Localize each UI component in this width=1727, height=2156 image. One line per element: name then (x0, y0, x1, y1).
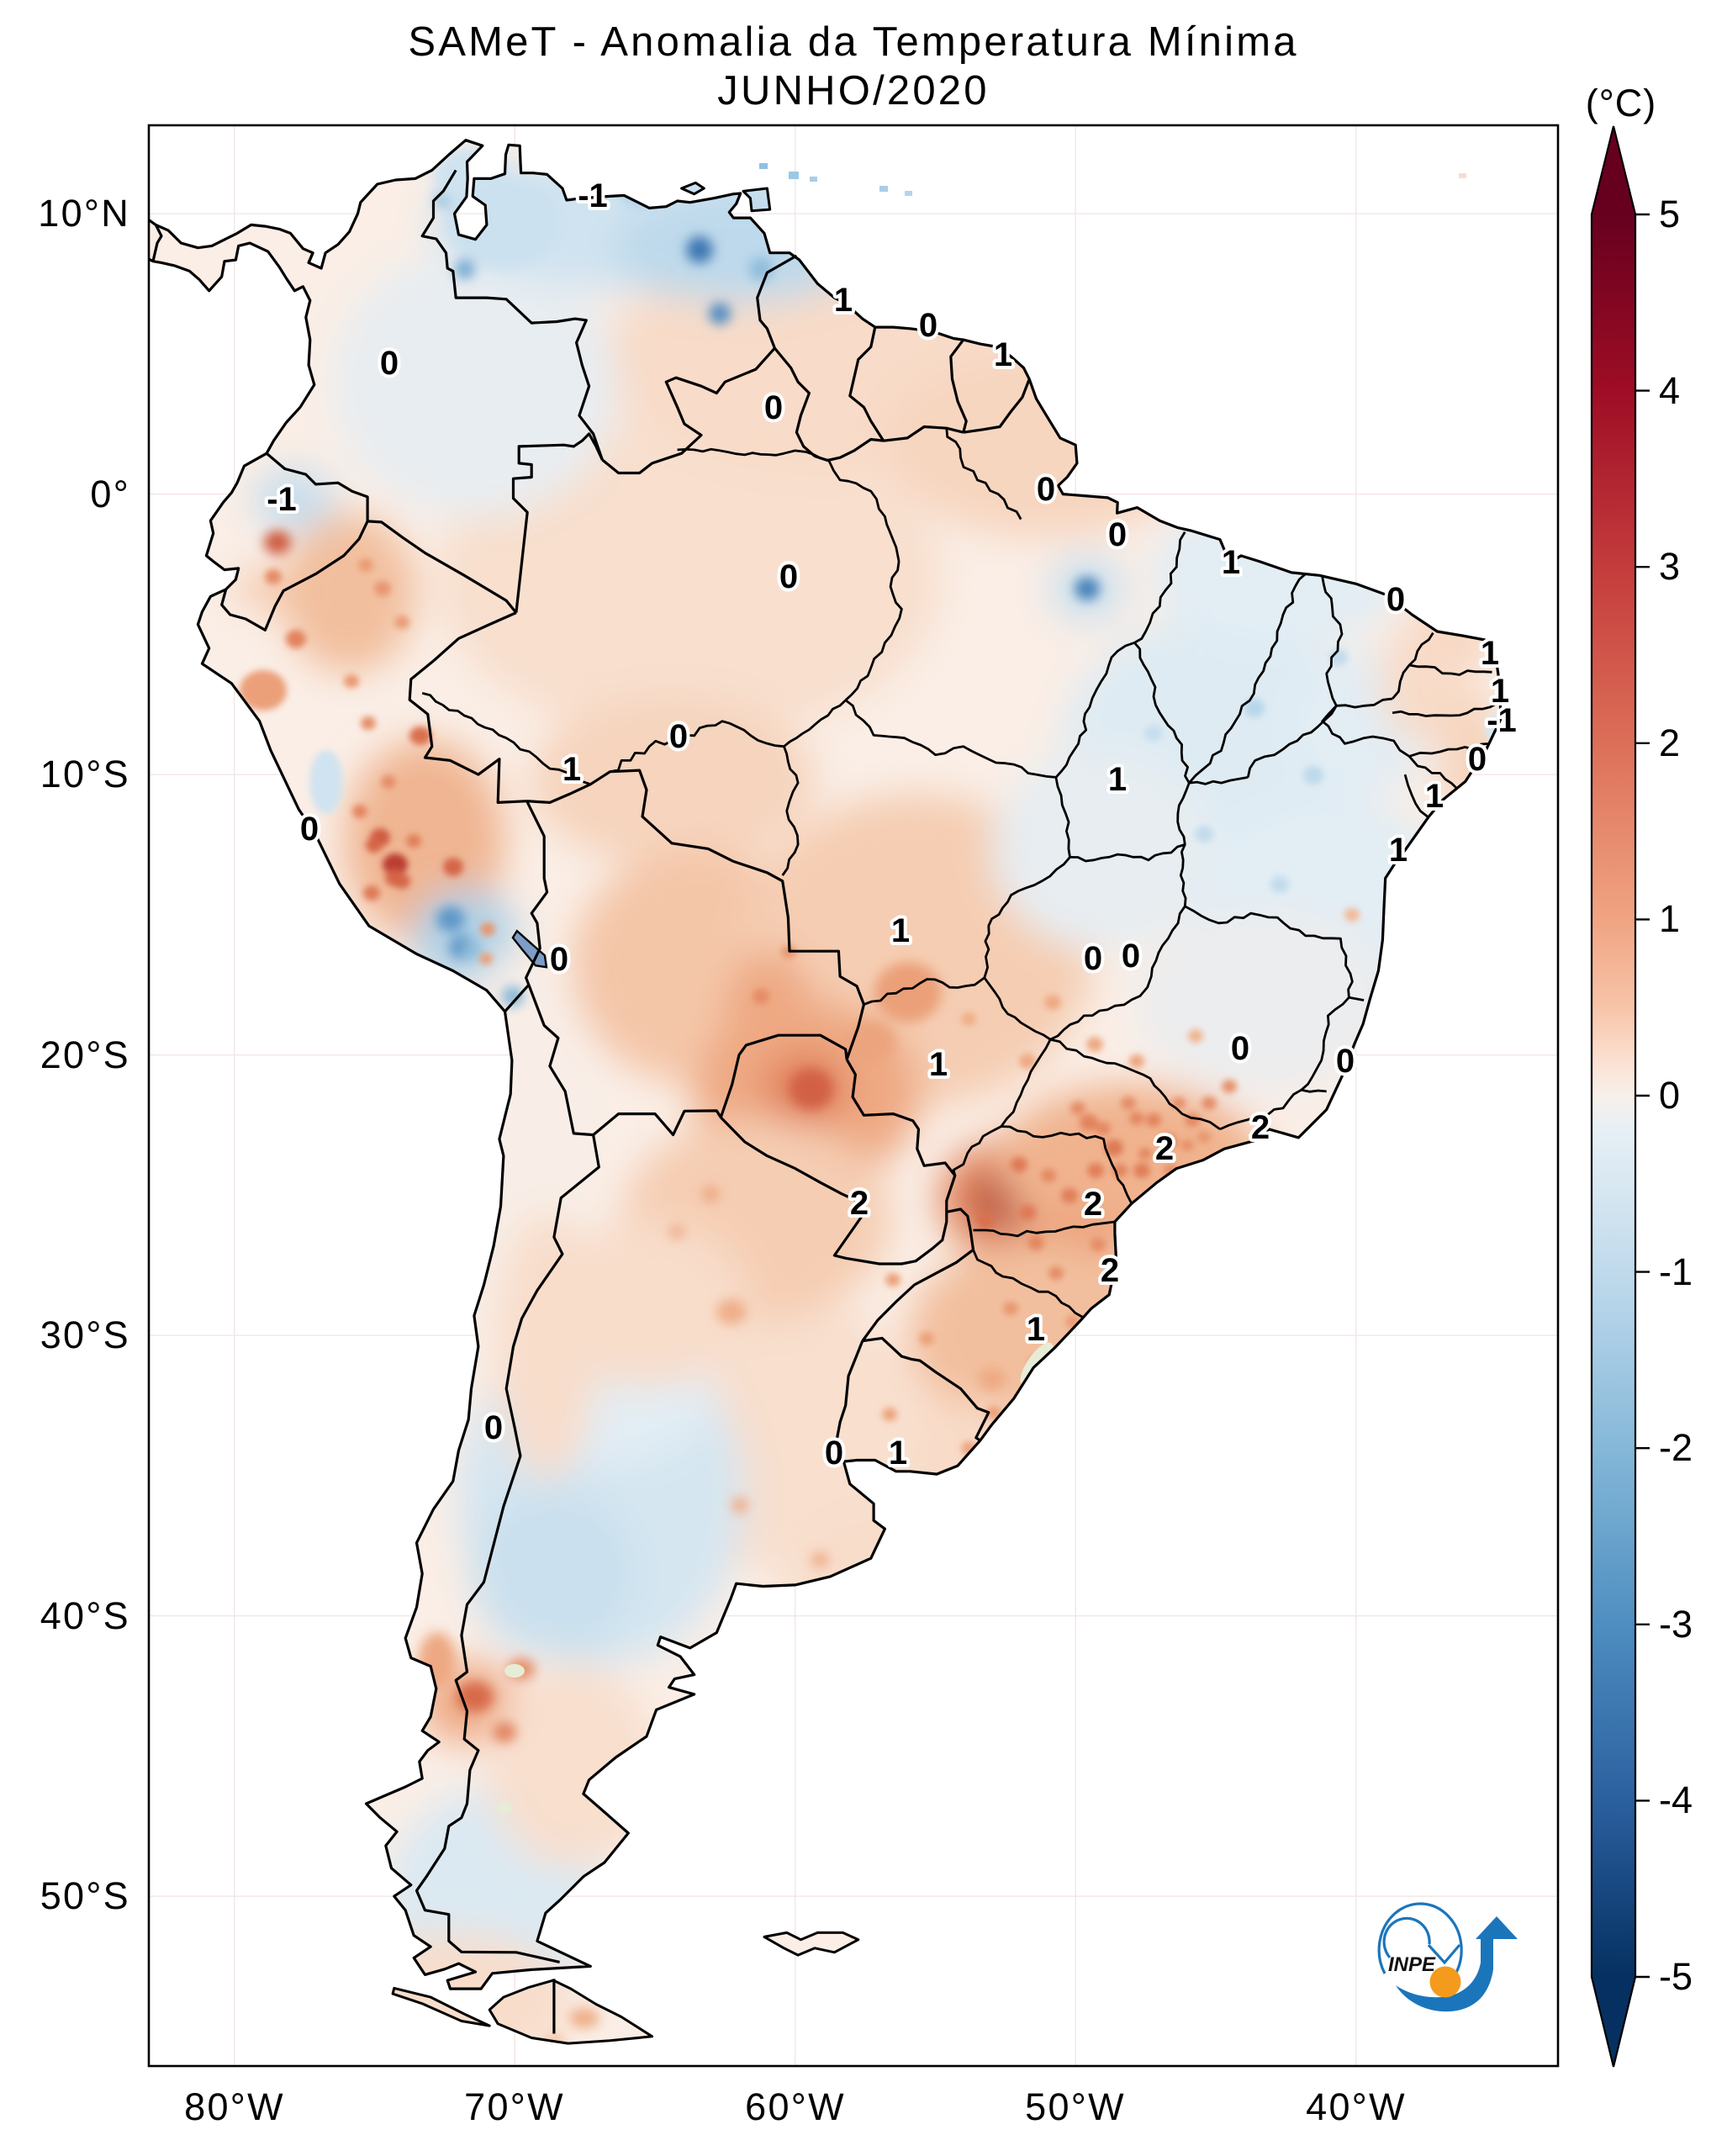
svg-text:JUNHO/2020: JUNHO/2020 (717, 68, 989, 114)
svg-text:2: 2 (1659, 721, 1680, 764)
svg-text:0: 0 (1386, 581, 1405, 618)
svg-text:1: 1 (889, 1435, 907, 1472)
svg-text:0: 0 (1231, 1030, 1249, 1067)
svg-text:2: 2 (1155, 1130, 1174, 1167)
svg-text:-1: -1 (267, 481, 297, 518)
svg-text:1: 1 (1659, 897, 1680, 940)
svg-text:0: 0 (764, 389, 783, 426)
svg-text:-1: -1 (578, 177, 608, 214)
svg-text:0: 0 (380, 345, 399, 382)
svg-text:-5: -5 (1659, 1955, 1693, 1998)
svg-text:40°W: 40°W (1306, 2085, 1407, 2128)
svg-text:1: 1 (1481, 635, 1499, 672)
svg-text:40°S: 40°S (40, 1594, 130, 1637)
svg-text:5: 5 (1659, 193, 1680, 235)
svg-text:-4: -4 (1659, 1778, 1693, 1821)
svg-text:30°S: 30°S (40, 1313, 130, 1356)
svg-text:0: 0 (484, 1409, 503, 1446)
svg-text:0: 0 (1084, 940, 1102, 977)
svg-text:50°S: 50°S (40, 1874, 130, 1917)
svg-text:0: 0 (1468, 741, 1487, 778)
svg-text:0°: 0° (90, 473, 130, 515)
svg-text:0: 0 (779, 558, 798, 595)
svg-text:50°W: 50°W (1025, 2085, 1126, 2128)
svg-text:1: 1 (994, 336, 1012, 373)
svg-text:10°S: 10°S (40, 753, 130, 795)
svg-text:(°C): (°C) (1586, 82, 1656, 124)
svg-text:-2: -2 (1659, 1426, 1693, 1469)
svg-text:2: 2 (850, 1185, 869, 1222)
svg-text:3: 3 (1659, 545, 1680, 588)
svg-text:1: 1 (1491, 673, 1509, 710)
svg-text:1: 1 (891, 912, 910, 949)
svg-text:0: 0 (1659, 1074, 1680, 1117)
svg-text:0: 0 (1336, 1043, 1355, 1080)
svg-text:0: 0 (1108, 516, 1127, 553)
svg-text:1: 1 (1222, 544, 1240, 581)
svg-text:0: 0 (825, 1435, 843, 1472)
svg-text:0: 0 (300, 811, 319, 848)
svg-text:1: 1 (1425, 778, 1444, 815)
svg-text:-1: -1 (1659, 1250, 1693, 1293)
svg-text:2: 2 (1084, 1186, 1102, 1223)
svg-text:1: 1 (1027, 1311, 1045, 1348)
svg-text:1: 1 (1389, 832, 1407, 869)
svg-text:0: 0 (550, 941, 568, 978)
svg-text:1: 1 (1108, 761, 1127, 798)
svg-text:-3: -3 (1659, 1603, 1693, 1646)
svg-text:-1: -1 (1487, 702, 1517, 739)
svg-text:0: 0 (1122, 938, 1140, 975)
svg-text:2: 2 (1101, 1252, 1119, 1289)
svg-text:4: 4 (1659, 369, 1680, 412)
svg-text:1: 1 (834, 282, 853, 319)
svg-text:80°W: 80°W (184, 2085, 285, 2128)
svg-text:2: 2 (1251, 1109, 1270, 1146)
svg-text:70°W: 70°W (464, 2085, 565, 2128)
svg-text:0: 0 (669, 718, 688, 755)
svg-text:INPE: INPE (1388, 1953, 1436, 1976)
svg-text:SAMeT - Anomalia da Temperatur: SAMeT - Anomalia da Temperatura Mínima (408, 19, 1298, 65)
svg-text:1: 1 (929, 1046, 948, 1083)
svg-text:20°S: 20°S (40, 1033, 130, 1076)
svg-text:0: 0 (1037, 471, 1055, 508)
svg-text:1: 1 (562, 751, 581, 788)
svg-text:10°N: 10°N (38, 192, 130, 235)
svg-text:60°W: 60°W (745, 2085, 846, 2128)
svg-text:0: 0 (919, 307, 937, 344)
